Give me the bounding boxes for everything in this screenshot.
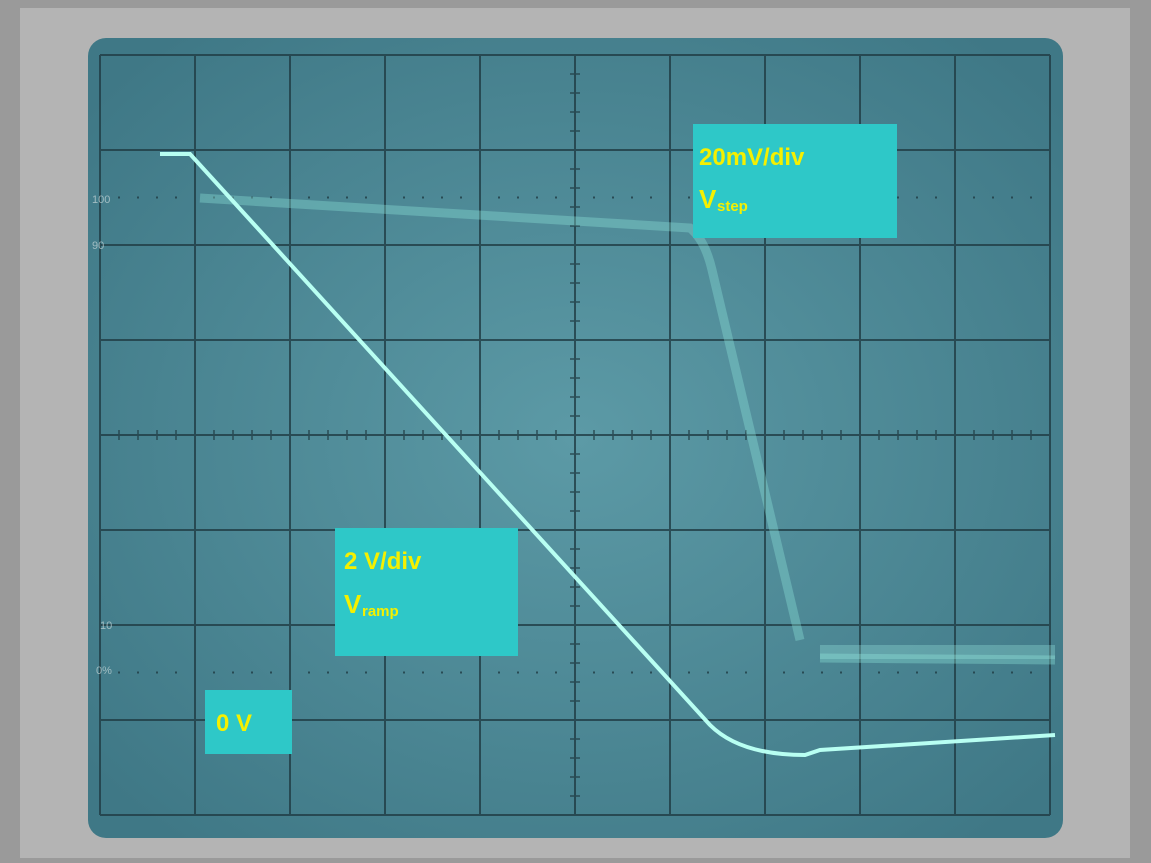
ramp-symbol: V (344, 589, 362, 619)
step-subscript: step (717, 198, 748, 215)
graticule-label: 0% (96, 665, 112, 677)
step-scale: 20mV/div (699, 144, 805, 171)
step-symbol: V (699, 184, 717, 214)
ramp-subscript: ramp (362, 603, 399, 620)
graticule-label: 10 (100, 620, 112, 632)
oscilloscope: 100 90 10 0% 20mV/div V step 2 V/div V r… (0, 0, 1151, 863)
graticule-label: 90 (92, 240, 104, 252)
page: {"graticule": ["100", "90", "10", "0%"],… (0, 0, 1151, 863)
zero-label: 0 V (216, 710, 252, 737)
step-label-box (693, 124, 897, 238)
ramp-scale: 2 V/div (344, 548, 422, 575)
graticule-label: 100 (92, 194, 110, 206)
